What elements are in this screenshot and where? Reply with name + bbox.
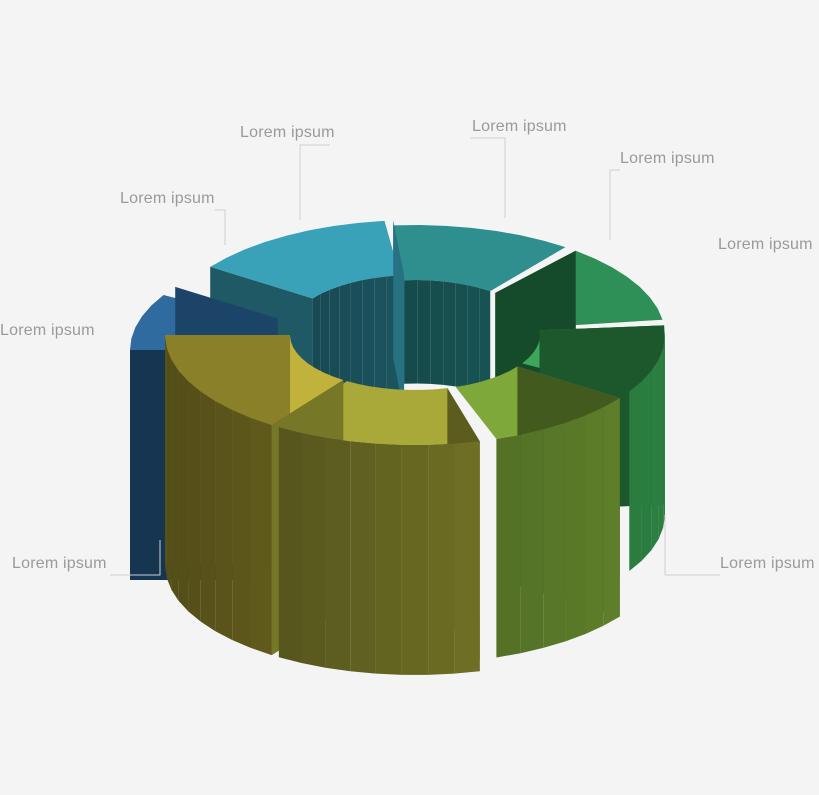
- seg-mustard-outer: [171, 360, 178, 601]
- seg-mustard-outer: [188, 381, 200, 621]
- seg-olive-outer: [454, 441, 480, 673]
- callout-label: Lorem ipsum: [12, 555, 107, 573]
- callout-line: [610, 170, 620, 240]
- seg-olive-outer: [350, 441, 376, 673]
- seg-olive-outer: [402, 445, 428, 675]
- callout-line: [300, 145, 330, 220]
- callout-line: [665, 515, 720, 575]
- seg-teal-inner: [456, 283, 468, 389]
- seg-green-outer: [663, 337, 665, 528]
- seg-teal-inner: [443, 281, 456, 386]
- seg-olive-outer: [279, 427, 302, 663]
- callout-label: Lorem ipsum: [720, 555, 815, 573]
- seg-mustard-outer: [201, 392, 216, 632]
- seg-green-outer: [642, 371, 652, 561]
- seg-mustard-outer: [179, 371, 189, 612]
- seg-teal-inner: [417, 280, 430, 384]
- seg-olive-outer: [302, 433, 326, 668]
- callout-label: Lorem ipsum: [472, 118, 567, 136]
- seg-mustard-outer: [251, 418, 272, 655]
- seg-olive-outer: [325, 438, 350, 672]
- seg-teal-inner: [430, 280, 443, 384]
- seg-teal-inner: [468, 285, 480, 391]
- callout-label: Lorem ipsum: [120, 190, 220, 208]
- seg-yellowgreen-outer: [565, 415, 585, 641]
- seg-green-outer: [659, 348, 664, 539]
- seg-olive-outer: [428, 444, 454, 675]
- callout-label: Lorem ipsum: [0, 322, 95, 340]
- seg-olive-outer: [376, 444, 402, 675]
- seg-green-outer: [651, 360, 658, 550]
- callout-line: [215, 210, 225, 245]
- seg-mustard-outer: [232, 410, 251, 648]
- callout-label: Lorem ipsum: [240, 124, 340, 142]
- seg-yellowgreen-outer: [496, 435, 520, 658]
- callout-line: [470, 138, 505, 218]
- chart-stage: Lorem ipsum Lorem ipsum Lorem ipsum Lorem i…: [0, 0, 819, 795]
- callout-label: Lorem ipsum: [620, 150, 715, 168]
- seg-mustard-outer: [167, 348, 172, 589]
- seg-teal-inner: [479, 288, 490, 395]
- seg-yellowgreen-outer: [521, 429, 544, 653]
- seg-yellowgreen-outer: [544, 423, 566, 648]
- callout-label: Lorem ipsum: [718, 236, 813, 254]
- seg-yellowgreen-outer: [604, 398, 620, 626]
- seg-teal-inner: [404, 280, 417, 384]
- seg-mustard-outer: [165, 337, 167, 578]
- seg-green-outer: [629, 381, 641, 571]
- seg-yellowgreen-outer: [585, 407, 603, 634]
- donut-3d-chart: [0, 0, 819, 795]
- seg-mustard-outer: [215, 401, 232, 640]
